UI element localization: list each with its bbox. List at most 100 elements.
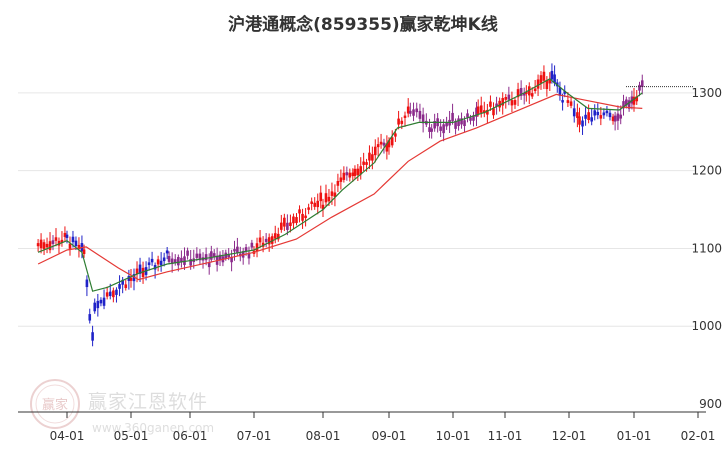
- candle-body: [519, 87, 523, 96]
- x-tick-label: 05-01: [114, 429, 149, 443]
- candle-body: [593, 110, 597, 116]
- candle-body: [385, 143, 389, 152]
- candle-body: [498, 100, 501, 108]
- candle-body: [638, 84, 641, 91]
- candle-body: [85, 279, 89, 288]
- candle-body: [522, 93, 526, 96]
- x-axis: 04-01 05-01 06-01 07-01 08-01 09-01 10-01 11-01…: [18, 411, 715, 443]
- x-tick-label: 07-01: [237, 429, 272, 443]
- candle-body: [469, 117, 472, 121]
- candle-body: [68, 243, 72, 249]
- candle-body: [198, 253, 202, 261]
- candle-body: [504, 97, 508, 100]
- candle-body: [227, 254, 231, 258]
- candle-body: [412, 109, 415, 116]
- candle-body: [310, 201, 313, 204]
- candle-body: [373, 146, 377, 156]
- candle-body: [333, 192, 337, 198]
- candle-body: [345, 172, 349, 176]
- svg-text:赢家: 赢家: [42, 397, 68, 413]
- candle-body: [421, 114, 425, 124]
- y-tick-label: 900: [699, 397, 722, 411]
- watermark-text: 赢家江恩软件: [88, 391, 208, 413]
- candle-body: [475, 107, 478, 117]
- watermark-subtext: www.360ganen.com: [92, 421, 214, 435]
- candle-body: [548, 79, 552, 84]
- candle-body: [255, 243, 259, 252]
- candle-body: [292, 216, 295, 224]
- candle-body: [210, 251, 213, 260]
- candle-body: [365, 162, 368, 165]
- candle-body: [321, 204, 325, 210]
- candle-body: [147, 262, 151, 266]
- candle-body: [51, 240, 55, 244]
- x-tick-label: 08-01: [306, 429, 341, 443]
- candle-body: [371, 154, 374, 161]
- candle-body: [258, 237, 262, 243]
- candle-body: [430, 128, 433, 132]
- candle-body: [295, 217, 298, 224]
- candle-body: [150, 258, 154, 263]
- candle-body: [550, 70, 554, 80]
- candle-body: [102, 297, 106, 306]
- candle-body: [525, 91, 528, 94]
- candle-body: [605, 110, 609, 114]
- candle-body: [156, 259, 160, 265]
- candle-body: [536, 79, 540, 89]
- y-tick-label: 1300: [691, 86, 722, 100]
- candle-body: [298, 209, 301, 214]
- candle-body: [264, 238, 268, 242]
- candle-body: [36, 243, 40, 247]
- candle-body: [170, 258, 174, 265]
- candle-body: [280, 222, 283, 230]
- candle-body: [587, 112, 590, 120]
- candle-body: [342, 172, 346, 180]
- y-tick-label: 1100: [691, 241, 722, 255]
- candle-body: [276, 233, 280, 240]
- candle-body: [489, 101, 492, 107]
- candle-body: [218, 254, 222, 261]
- candle-body: [479, 105, 483, 113]
- y-tick-label: 1000: [691, 319, 722, 333]
- candle-body: [376, 144, 380, 148]
- candle-body: [581, 120, 584, 127]
- candle-body: [513, 100, 517, 105]
- candle-body: [527, 86, 531, 96]
- candle-body: [65, 234, 69, 238]
- candle-body: [267, 237, 271, 245]
- candles: [36, 63, 644, 347]
- candle-body: [273, 233, 277, 239]
- candle-body: [54, 237, 58, 241]
- candle-body: [627, 100, 631, 109]
- candle-body: [553, 74, 556, 84]
- candle-body: [115, 289, 118, 295]
- candle-body: [558, 87, 562, 96]
- candle-body: [63, 232, 67, 237]
- candle-body: [572, 108, 576, 117]
- candle-body: [602, 112, 606, 116]
- candle-body: [313, 202, 317, 207]
- candle-body: [327, 196, 331, 202]
- candle-body: [233, 249, 236, 252]
- candle-body: [301, 213, 304, 221]
- ma-short-line: [37, 78, 643, 292]
- candle-body: [224, 252, 228, 259]
- candle-body: [207, 262, 211, 268]
- candle-body: [382, 142, 386, 146]
- candle-body: [454, 120, 457, 129]
- candle-body: [619, 114, 623, 119]
- candle-body: [244, 247, 248, 252]
- candle-body: [124, 284, 128, 289]
- candle-body: [359, 166, 363, 175]
- candle-body: [625, 99, 628, 106]
- candle-body: [400, 120, 404, 124]
- candle-body: [530, 93, 534, 97]
- candle-body: [539, 75, 543, 84]
- candle-body: [48, 241, 52, 251]
- watermark: 赢家 赢家江恩软件 www.360ganen.com: [30, 379, 214, 435]
- candle-body: [127, 275, 131, 281]
- candle-body: [289, 222, 292, 227]
- candle-body: [324, 193, 328, 203]
- candle-body: [247, 252, 251, 259]
- candle-body: [510, 100, 514, 106]
